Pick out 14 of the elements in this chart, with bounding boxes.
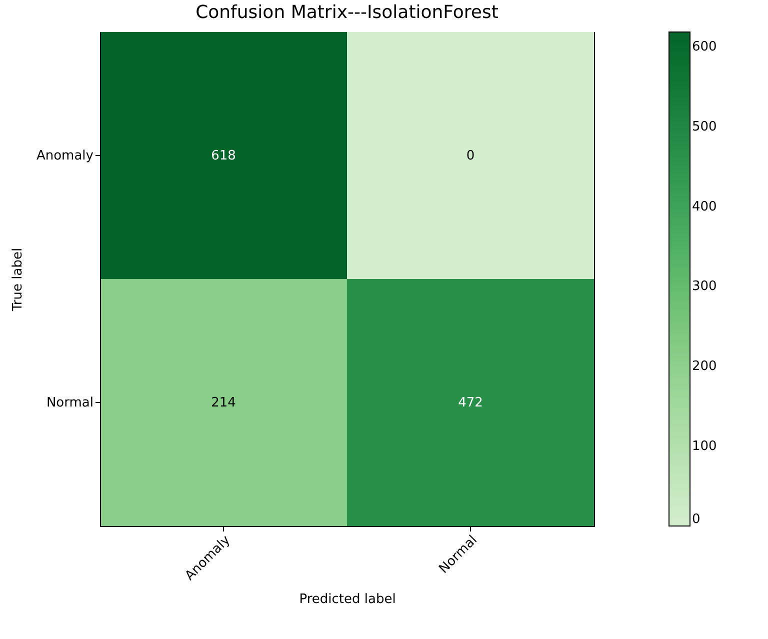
color-bar-label: 400 bbox=[692, 199, 717, 214]
data-label: 214 bbox=[211, 396, 236, 410]
data-label: 472 bbox=[458, 396, 483, 410]
color-bar-label: 500 bbox=[692, 119, 717, 134]
color-bar-label: 600 bbox=[692, 39, 717, 54]
color-bar-label: 200 bbox=[692, 359, 717, 374]
data-label: 618 bbox=[211, 148, 236, 164]
y-axis-title: True label bbox=[10, 248, 26, 312]
color-bar-label: 300 bbox=[692, 279, 717, 294]
x-axis-title: Predicted label bbox=[299, 592, 396, 608]
color-bar-label: 100 bbox=[692, 439, 717, 454]
data-label: 0 bbox=[466, 148, 475, 164]
chart-title: Confusion Matrix---IsolationForest bbox=[196, 2, 498, 23]
color-bar-label: 0 bbox=[692, 512, 700, 527]
